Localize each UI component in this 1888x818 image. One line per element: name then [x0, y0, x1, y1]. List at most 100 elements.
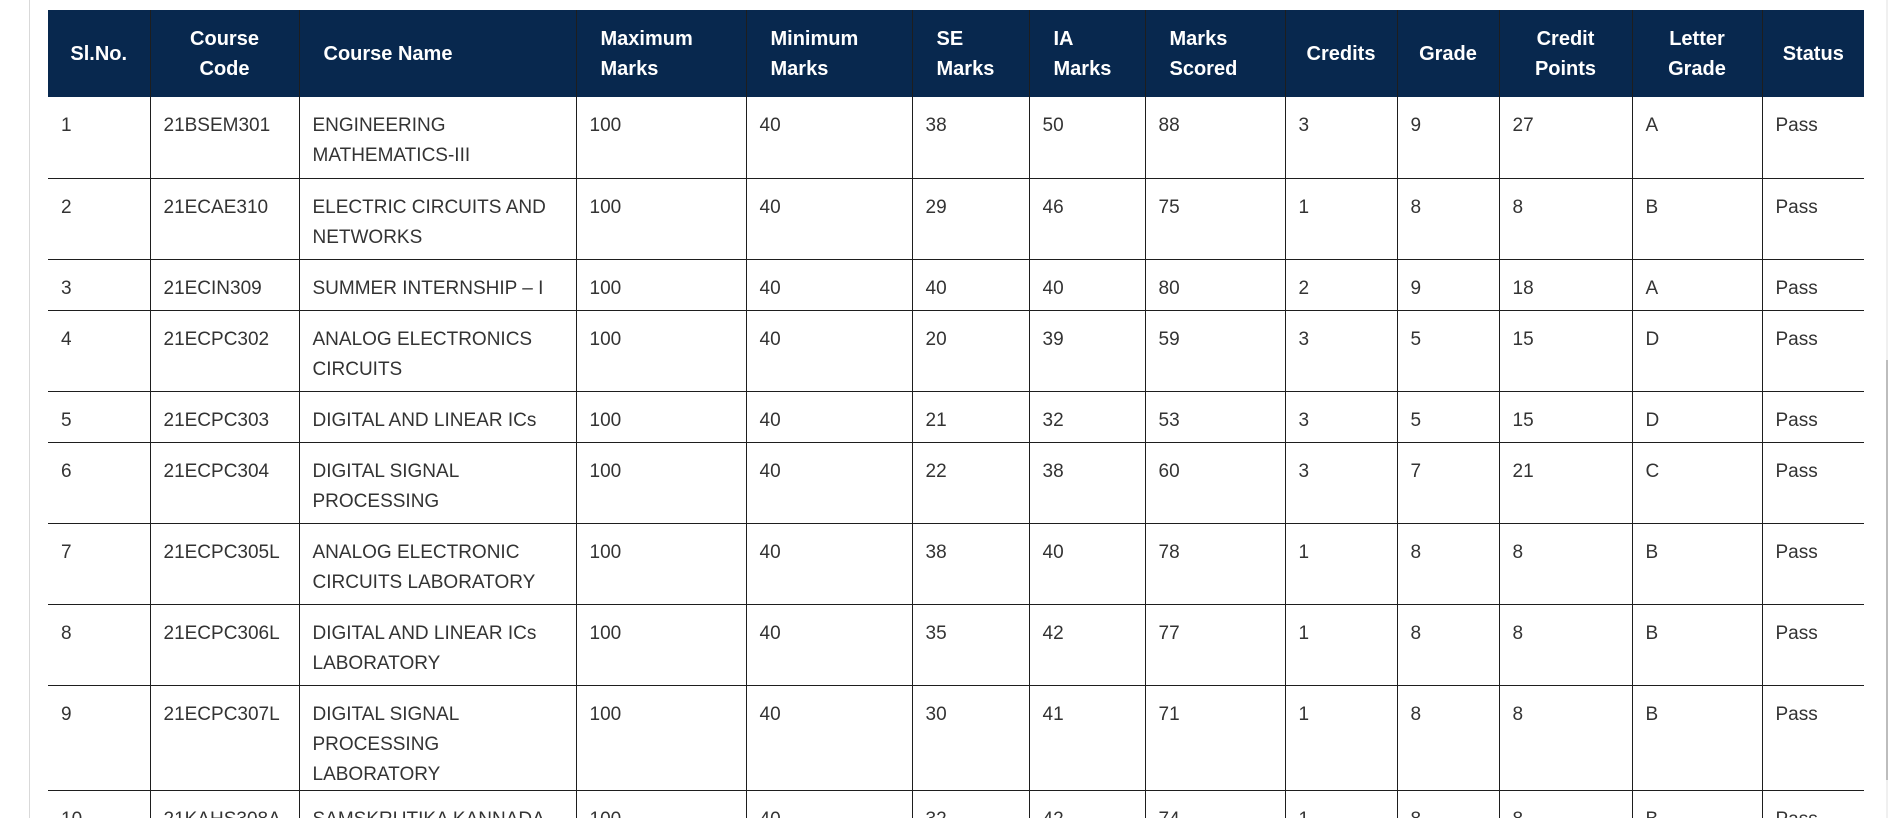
cell-course-code: 21ECPC304: [150, 442, 300, 524]
header-maximum-marks-line2: Marks: [600, 57, 659, 80]
cell-slno: 1: [48, 97, 151, 179]
cell-minimum-marks: 40: [746, 391, 913, 443]
cell-status: Pass: [1762, 685, 1864, 791]
results-table-container: Sl.No. Course Code Course Name Maximum Mar…: [48, 10, 1864, 818]
cell-credit-points: 8: [1499, 178, 1633, 260]
cell-grade: 8: [1397, 790, 1500, 818]
header-marks-scored: Marks Scored: [1145, 10, 1286, 97]
cell-credit-points: 8: [1499, 523, 1633, 605]
table-body: 1 21BSEM301 ENGINEERING MATHEMATICS-III …: [48, 97, 1864, 818]
header-credit-points: Credit Points: [1499, 10, 1633, 97]
header-ia-marks-line2: Marks: [1053, 57, 1112, 80]
cell-minimum-marks: 40: [746, 259, 913, 311]
cell-se-marks: 35: [912, 604, 1030, 686]
cell-grade: 8: [1397, 604, 1500, 686]
cell-ia-marks: 40: [1029, 523, 1146, 605]
cell-credits: 3: [1285, 97, 1398, 179]
header-status: Status: [1762, 10, 1864, 97]
cell-course-code: 21ECIN309: [150, 259, 300, 311]
cell-slno: 8: [48, 604, 151, 686]
cell-maximum-marks: 100: [576, 790, 747, 818]
header-slno-label: Sl.No.: [70, 42, 128, 65]
table-row: 7 21ECPC305L ANALOG ELECTRONIC CIRCUITS …: [48, 523, 1864, 605]
cell-se-marks: 38: [912, 97, 1030, 179]
cell-marks-scored: 71: [1145, 685, 1286, 791]
cell-course-name: SAMSKRUTIKA KANNADA: [299, 790, 577, 818]
cell-maximum-marks: 100: [576, 604, 747, 686]
cell-maximum-marks: 100: [576, 685, 747, 791]
cell-course-code: 21ECPC306L: [150, 604, 300, 686]
cell-credit-points: 15: [1499, 310, 1633, 392]
cell-slno: 2: [48, 178, 151, 260]
cell-credit-points: 8: [1499, 604, 1633, 686]
header-course-code-line1: Course: [190, 27, 259, 50]
cell-grade: 8: [1397, 523, 1500, 605]
cell-se-marks: 29: [912, 178, 1030, 260]
table-row: 6 21ECPC304 DIGITAL SIGNAL PROCESSING 10…: [48, 442, 1864, 524]
cell-letter-grade: A: [1632, 97, 1763, 179]
table-row: 2 21ECAE310 ELECTRIC CIRCUITS AND NETWOR…: [48, 178, 1864, 260]
cell-letter-grade: D: [1632, 310, 1763, 392]
cell-letter-grade: B: [1632, 178, 1763, 260]
cell-slno: 10: [48, 790, 151, 818]
vertical-scrollbar[interactable]: [1886, 0, 1888, 818]
cell-grade: 9: [1397, 259, 1500, 311]
scrollbar-thumb[interactable]: [1886, 360, 1888, 780]
cell-minimum-marks: 40: [746, 310, 913, 392]
cell-status: Pass: [1762, 523, 1864, 605]
cell-letter-grade: B: [1632, 685, 1763, 791]
cell-marks-scored: 60: [1145, 442, 1286, 524]
header-se-marks-line2: Marks: [936, 57, 995, 80]
cell-credits: 3: [1285, 391, 1398, 443]
cell-marks-scored: 77: [1145, 604, 1286, 686]
header-status-label: Status: [1782, 42, 1844, 65]
cell-ia-marks: 40: [1029, 259, 1146, 311]
header-credits-label: Credits: [1306, 42, 1376, 65]
cell-maximum-marks: 100: [576, 310, 747, 392]
cell-minimum-marks: 40: [746, 442, 913, 524]
cell-course-code: 21BSEM301: [150, 97, 300, 179]
cell-course-name: ANALOG ELECTRONICS CIRCUITS: [299, 310, 577, 392]
header-credit-points-line2: Points: [1534, 57, 1597, 80]
cell-slno: 4: [48, 310, 151, 392]
cell-credit-points: 27: [1499, 97, 1633, 179]
table-row: 10 21KAHS308A SAMSKRUTIKA KANNADA 100 40…: [48, 790, 1864, 818]
results-table: Sl.No. Course Code Course Name Maximum Mar…: [48, 10, 1864, 818]
cell-ia-marks: 46: [1029, 178, 1146, 260]
header-se-marks: SE Marks: [912, 10, 1030, 97]
cell-grade: 5: [1397, 391, 1500, 443]
cell-course-name: ELECTRIC CIRCUITS AND NETWORKS: [299, 178, 577, 260]
cell-status: Pass: [1762, 259, 1864, 311]
cell-ia-marks: 32: [1029, 391, 1146, 443]
table-row: 5 21ECPC303 DIGITAL AND LINEAR ICs 100 4…: [48, 391, 1864, 443]
cell-course-code: 21ECAE310: [150, 178, 300, 260]
cell-marks-scored: 80: [1145, 259, 1286, 311]
table-row: 1 21BSEM301 ENGINEERING MATHEMATICS-III …: [48, 97, 1864, 179]
cell-ia-marks: 38: [1029, 442, 1146, 524]
cell-grade: 8: [1397, 178, 1500, 260]
cell-maximum-marks: 100: [576, 178, 747, 260]
cell-course-name: DIGITAL SIGNAL PROCESSING LABORATORY: [299, 685, 577, 791]
header-letter-grade-line1: Letter: [1669, 27, 1725, 50]
header-course-name-label: Course Name: [323, 42, 453, 65]
cell-se-marks: 32: [912, 790, 1030, 818]
cell-credits: 1: [1285, 790, 1398, 818]
cell-minimum-marks: 40: [746, 790, 913, 818]
cell-marks-scored: 78: [1145, 523, 1286, 605]
cell-course-name: SUMMER INTERNSHIP – I: [299, 259, 577, 311]
header-credit-points-line1: Credit: [1536, 27, 1595, 50]
header-marks-scored-line2: Scored: [1169, 57, 1238, 80]
cell-maximum-marks: 100: [576, 523, 747, 605]
header-maximum-marks-line1: Maximum: [600, 27, 693, 50]
header-letter-grade-line2: Grade: [1668, 57, 1726, 80]
cell-credits: 1: [1285, 685, 1398, 791]
cell-letter-grade: C: [1632, 442, 1763, 524]
cell-credits: 1: [1285, 178, 1398, 260]
cell-credit-points: 21: [1499, 442, 1633, 524]
card-border: [29, 0, 30, 818]
header-ia-marks-line1: IA: [1053, 27, 1074, 50]
cell-letter-grade: A: [1632, 259, 1763, 311]
header-course-code: Course Code: [150, 10, 300, 97]
header-minimum-marks: Minimum Marks: [746, 10, 913, 97]
cell-letter-grade: B: [1632, 604, 1763, 686]
